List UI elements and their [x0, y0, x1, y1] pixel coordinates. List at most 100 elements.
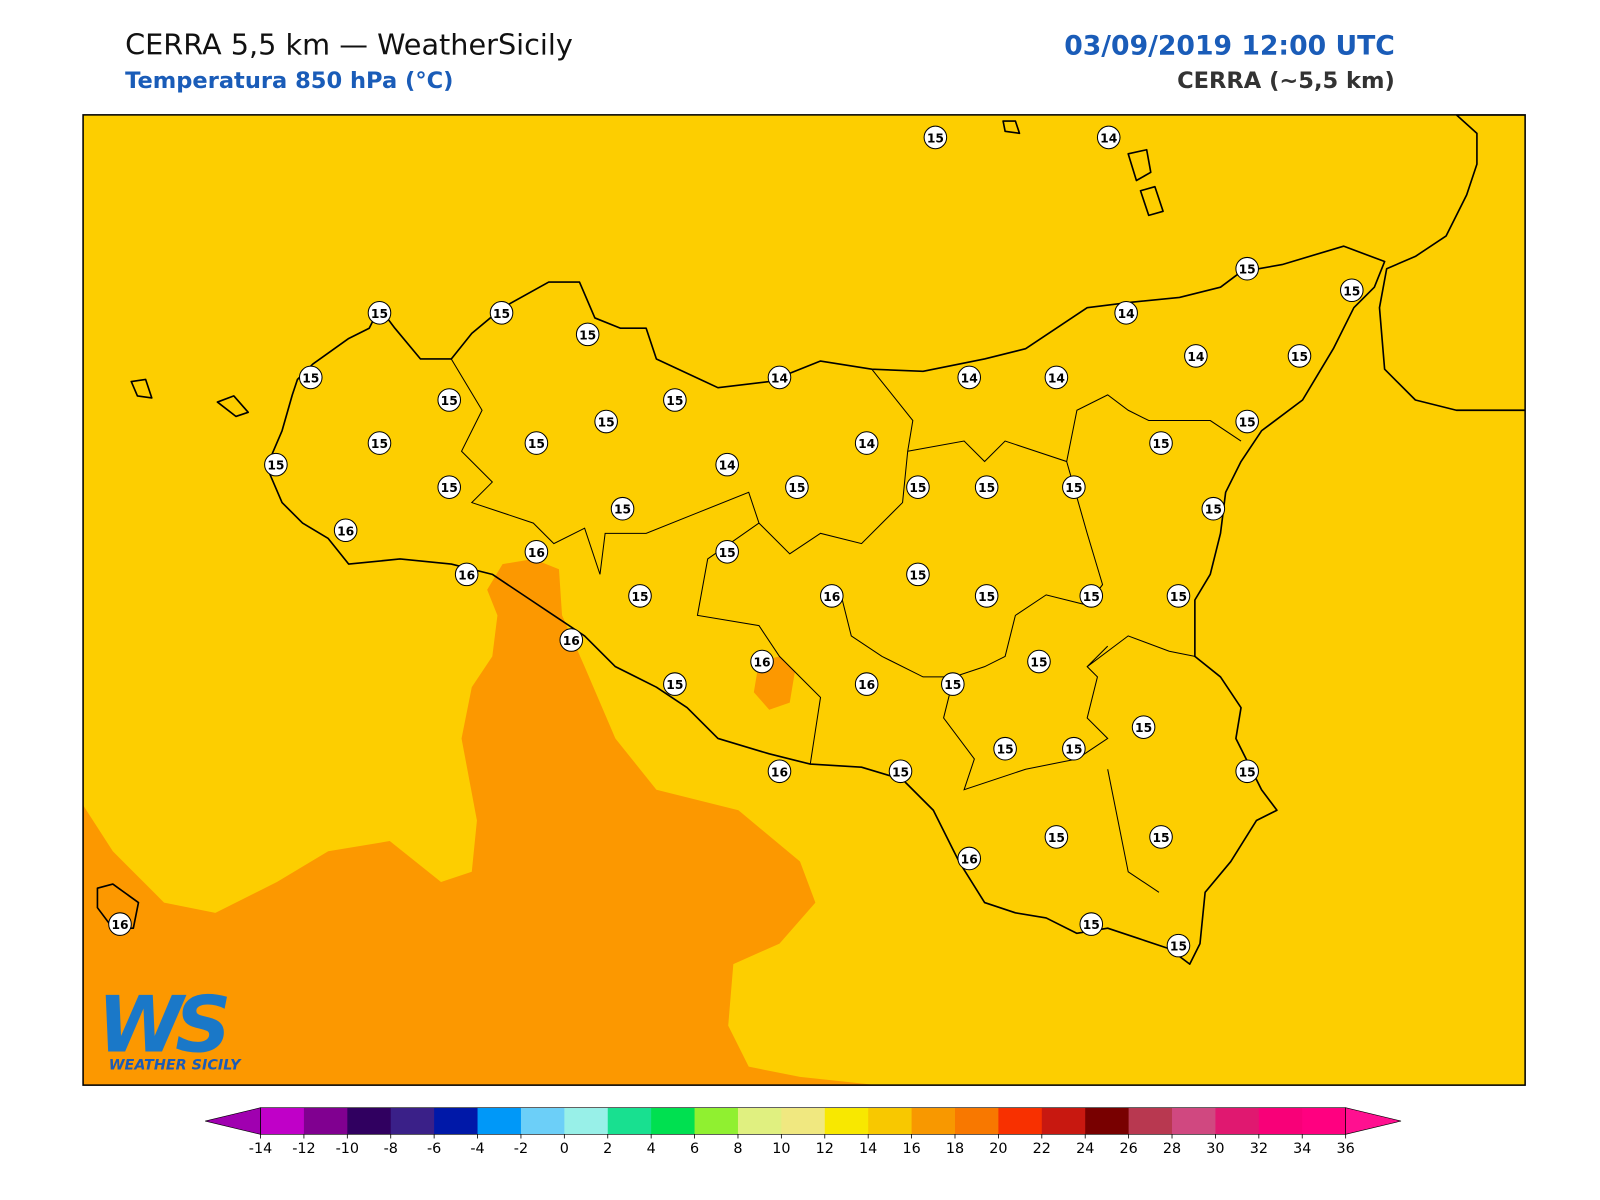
station-marker: [1339, 278, 1364, 303]
station-value: 14: [858, 437, 875, 451]
station-value: 15: [666, 394, 683, 408]
station-value: 15: [788, 481, 805, 495]
station-marker: [1062, 736, 1086, 761]
station-value: 15: [1343, 284, 1360, 298]
station-value: 15: [1083, 590, 1100, 604]
colorbar-tick-label: 22: [1033, 1141, 1051, 1157]
station-value: 16: [528, 546, 545, 560]
station-value: 15: [579, 328, 596, 342]
colorbar-segment: [868, 1107, 913, 1135]
colorbar-segment: [998, 1107, 1043, 1135]
colorbar-segment: [390, 1107, 435, 1135]
station-marker: [1201, 496, 1226, 521]
station-marker: [610, 496, 635, 521]
coastline: [1378, 114, 1526, 412]
station-value: 15: [493, 307, 510, 321]
station-value: 15: [892, 765, 909, 779]
station-marker: [1149, 431, 1173, 455]
colorbar-tick-label: 30: [1206, 1141, 1224, 1157]
station-marker: [663, 672, 687, 696]
station-marker: [524, 539, 549, 564]
model-label: CERRA (~5,5 km): [1177, 68, 1395, 94]
station-value: 15: [302, 371, 319, 385]
station-value: 15: [441, 394, 458, 408]
station-marker: [489, 301, 514, 325]
colorbar-tick-label: 12: [816, 1141, 834, 1157]
station-value: 16: [563, 634, 580, 648]
colorbar-segment: [520, 1107, 565, 1135]
colorbar-segment: [694, 1107, 739, 1135]
colorbar-tick-label: 14: [859, 1141, 877, 1157]
station-value: 16: [337, 524, 354, 538]
station-marker: [454, 562, 479, 587]
colorbar-tick-label: 26: [1119, 1141, 1137, 1157]
station-marker: [906, 562, 930, 587]
station-marker: [108, 912, 132, 936]
station-value: 15: [1065, 481, 1082, 495]
station-value: 14: [1187, 350, 1204, 364]
station-marker: [333, 518, 358, 543]
colorbar-tick-label: -2: [514, 1141, 528, 1157]
station-marker: [888, 759, 913, 784]
colorbar-segment: [347, 1107, 392, 1135]
colorbar-segment: [607, 1107, 652, 1135]
station-marker: [854, 672, 879, 696]
station-marker: [906, 475, 930, 499]
colorbar-tick-label: 8: [733, 1141, 742, 1157]
colorbar-under: [205, 1107, 261, 1135]
map-frame: [82, 114, 1526, 1086]
colorbar-segment: [781, 1107, 826, 1135]
colorbar-tick-label: 20: [989, 1141, 1007, 1157]
station-value: 15: [719, 546, 736, 560]
station-marker: [437, 388, 462, 412]
station-value: 15: [997, 743, 1014, 757]
station-value: 15: [371, 437, 388, 451]
station-marker: [974, 584, 999, 608]
colorbar-tick-label: 10: [772, 1141, 790, 1157]
station-marker: [1166, 933, 1191, 958]
map-area: [83, 114, 1526, 1086]
station-value: 15: [1048, 831, 1065, 845]
station-value: 14: [719, 459, 736, 473]
station-value: 14: [1100, 131, 1117, 145]
station-marker: [1131, 715, 1156, 739]
colorbar-tick-label: -14: [249, 1141, 272, 1157]
station-marker: [1235, 759, 1259, 784]
station-marker: [1044, 825, 1069, 849]
colorbar-segment: [651, 1107, 696, 1135]
station-value: 15: [909, 481, 926, 495]
station-marker: [785, 475, 809, 499]
station-marker: [819, 584, 844, 608]
station-value: 15: [944, 678, 961, 692]
colorbar-tick-label: 28: [1163, 1141, 1181, 1157]
station-marker: [1114, 301, 1138, 325]
station-value: 15: [1083, 918, 1100, 932]
colorbar-tick-label: 4: [647, 1141, 656, 1157]
logo: WS WEATHER SICILY: [97, 980, 242, 1073]
station-value: 15: [1170, 940, 1187, 954]
colorbar-tick-label: -8: [384, 1141, 398, 1157]
station-marker: [298, 365, 323, 390]
station-marker: [1287, 344, 1312, 368]
station-value: 14: [771, 371, 788, 385]
station-value: 15: [909, 568, 926, 582]
station-value: 15: [528, 437, 545, 451]
colorbar-frame: [260, 1107, 1346, 1135]
colorbar-segment: [303, 1107, 348, 1135]
station-marker: [1149, 825, 1173, 849]
colorbar-segment: [954, 1107, 999, 1135]
stations: 15 14 15 15 15 15 15 14 15 14 14 14 14 15 15 15 15 15 15 15…: [108, 125, 1364, 958]
station-marker: [524, 431, 549, 455]
station-value: 15: [978, 481, 995, 495]
colorbar-tick-label: -4: [470, 1141, 484, 1157]
colorbar-tick-label: 18: [946, 1141, 964, 1157]
station-marker: [1166, 584, 1191, 608]
title: CERRA 5,5 km — WeatherSicily: [125, 27, 573, 61]
colorbar-segment: [911, 1107, 956, 1135]
station-value: 15: [441, 481, 458, 495]
colorbar: -14 -12 -10 -8 -6 -4 -2 0 2 4 6 8 10 12 14 16 18 20 22 24 26…: [205, 1107, 1402, 1157]
colorbar-segment: [1258, 1107, 1303, 1135]
colorbar-segment: [1128, 1107, 1173, 1135]
station-marker: [1062, 475, 1086, 499]
